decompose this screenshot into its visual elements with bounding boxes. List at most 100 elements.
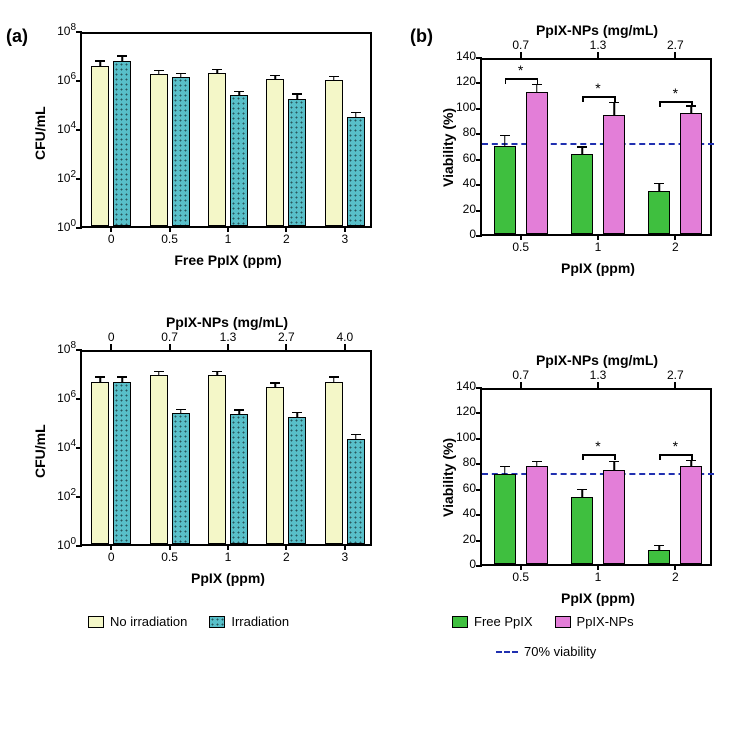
y-tick-label: 140 [448,49,482,63]
x-tick-label: 1 [595,564,602,584]
x-tick-label: 0.5 [512,564,529,584]
y-axis-title: Viability (%) [440,438,456,517]
x-tick-label: 0.5 [161,226,178,246]
bar [325,382,343,544]
bar [150,74,168,226]
bar [150,375,168,544]
x-tick-label: 0.5 [161,544,178,564]
legend-item: No irradiation [88,614,187,629]
top-axis-title: PpIX-NPs (mg/mL) [482,352,712,368]
y-tick-label: 20 [448,532,482,546]
legend-item: PpIX-NPs [555,614,634,629]
x-tick-label: 2 [283,226,290,246]
reference-line [482,473,714,475]
bar [288,417,306,544]
legend-label: 70% viability [524,644,596,659]
bar [494,474,516,564]
x-axis-title: PpIX (ppm) [482,260,714,276]
bar [172,413,190,544]
bar [603,115,625,235]
bar [680,466,702,564]
bar [113,382,131,544]
y-tick-label: 108 [42,22,82,38]
y-tick-label: 120 [448,74,482,88]
bar [680,113,702,234]
bar [648,550,670,564]
x-axis-title: PpIX (ppm) [82,570,374,586]
y-tick-label: 102 [42,487,82,503]
y-tick-label: 20 [448,202,482,216]
legend-label: Free PpIX [474,614,533,629]
top-tick-label: 0.7 [512,368,529,388]
x-tick-label: 3 [341,544,348,564]
legend-a: No irradiation Irradiation [88,614,311,631]
x-tick-label: 2 [672,564,679,584]
bar [325,80,343,226]
y-tick-label: 100 [42,536,82,552]
legend-label: No irradiation [110,614,187,629]
top-tick-label: 0 [108,330,115,350]
x-tick-label: 2 [283,544,290,564]
bar [571,154,593,234]
bar [603,470,625,564]
bar [266,387,284,544]
y-tick-label: 102 [42,169,82,185]
x-tick-label: 2 [672,234,679,254]
legend-label: Irradiation [231,614,289,629]
y-tick-label: 106 [42,389,82,405]
bar [230,414,248,544]
top-tick-label: 2.7 [278,330,295,350]
bar [526,92,548,234]
top-tick-label: 2.7 [667,38,684,58]
legend-item: Irradiation [209,614,289,629]
top-tick-label: 1.3 [590,38,607,58]
y-axis-title: CFU/mL [32,106,48,160]
panel-b-label: (b) [410,26,433,47]
top-tick-label: 1.3 [590,368,607,388]
top-tick-label: 1.3 [220,330,237,350]
top-tick-label: 0.7 [161,330,178,350]
legend-item: 70% viability [496,644,596,659]
bar [571,497,593,564]
x-tick-label: 0.5 [512,234,529,254]
bar [172,77,190,226]
x-axis-title: PpIX (ppm) [482,590,714,606]
y-tick-label: 104 [42,120,82,136]
bar [347,117,365,226]
y-axis-title: CFU/mL [32,424,48,478]
bar [208,375,226,544]
y-tick-label: 140 [448,379,482,393]
y-tick-label: 104 [42,438,82,454]
y-tick-label: 0 [448,227,482,241]
y-axis-title: Viability (%) [440,108,456,187]
bar [347,439,365,544]
legend-item: Free PpIX [452,614,533,629]
x-tick-label: 0 [108,544,115,564]
x-tick-label: 1 [225,226,232,246]
bar [113,61,131,226]
y-tick-label: 108 [42,340,82,356]
bar [230,95,248,226]
legend-label: PpIX-NPs [577,614,634,629]
bar [494,146,516,234]
bar [208,73,226,226]
bar [648,191,670,234]
top-axis-title: PpIX-NPs (mg/mL) [82,314,372,330]
legend-b: Free PpIX PpIX-NPs 70% viability [452,614,656,659]
x-tick-label: 0 [108,226,115,246]
top-tick-label: 2.7 [667,368,684,388]
top-tick-label: 4.0 [336,330,353,350]
bar [91,382,109,544]
y-tick-label: 106 [42,71,82,87]
bar [526,466,548,564]
bar [91,66,109,226]
y-tick-label: 120 [448,404,482,418]
x-axis-title: Free PpIX (ppm) [82,252,374,268]
top-tick-label: 0.7 [512,38,529,58]
bar [288,99,306,226]
reference-line [482,143,714,145]
x-tick-label: 1 [225,544,232,564]
top-axis-title: PpIX-NPs (mg/mL) [482,22,712,38]
y-tick-label: 100 [42,218,82,234]
x-tick-label: 1 [595,234,602,254]
